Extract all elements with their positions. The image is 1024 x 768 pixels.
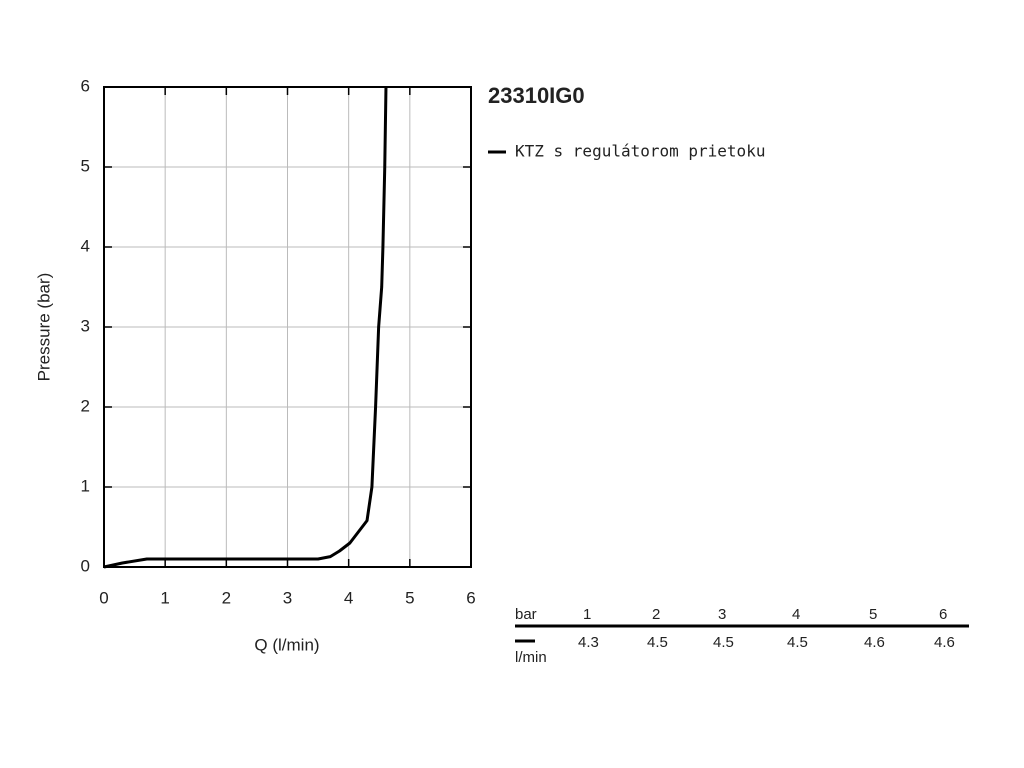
table-unit-label: l/min — [515, 649, 547, 666]
table-flow: 4.5 — [647, 634, 668, 651]
y-tick-label: 6 — [81, 76, 90, 95]
x-tick-label: 0 — [99, 588, 108, 607]
legend-label: KTZ s regulátorom prietoku — [515, 142, 765, 161]
x-tick-label: 4 — [344, 588, 353, 607]
table-pressure: 2 — [652, 606, 660, 623]
chart-title: 23310IG0 — [488, 83, 585, 108]
table-pressure: 5 — [869, 606, 877, 623]
x-tick-label: 3 — [283, 588, 292, 607]
y-tick-label: 5 — [81, 156, 90, 175]
x-tick-label: 5 — [405, 588, 414, 607]
table-flow: 4.5 — [713, 634, 734, 651]
y-tick-label: 3 — [81, 316, 90, 335]
data-line — [103, 86, 388, 569]
table-flow: 4.3 — [578, 634, 599, 651]
table-header-label: bar — [515, 606, 537, 623]
table-flow: 4.6 — [934, 634, 955, 651]
y-tick-label: 1 — [81, 476, 90, 495]
table-flow: 4.6 — [864, 634, 885, 651]
x-tick-label: 1 — [160, 588, 169, 607]
table-pressure: 4 — [792, 606, 800, 623]
table-flow: 4.5 — [787, 634, 808, 651]
table-pressure: 3 — [718, 606, 726, 623]
y-tick-label: 0 — [81, 556, 90, 575]
y-tick-label: 2 — [81, 396, 90, 415]
x-axis-label: Q (l/min) — [254, 635, 319, 654]
table-pressure: 1 — [583, 606, 591, 623]
x-tick-label: 6 — [466, 588, 475, 607]
y-axis-label: Pressure (bar) — [34, 273, 53, 382]
y-tick-label: 4 — [81, 236, 90, 255]
plot-frame — [103, 86, 472, 568]
x-tick-label: 2 — [222, 588, 231, 607]
table-pressure: 6 — [939, 606, 947, 623]
